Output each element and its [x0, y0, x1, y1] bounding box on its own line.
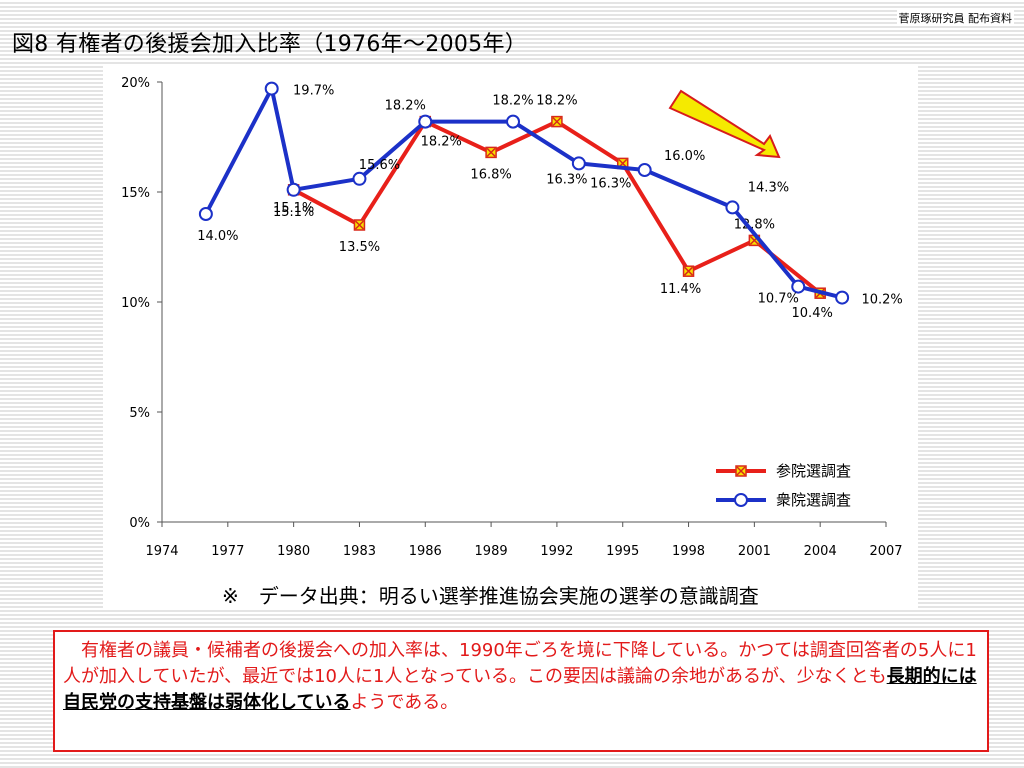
data-label: 16.8%	[470, 167, 511, 182]
x-tick-label: 1980	[277, 544, 310, 559]
explanation-emphasis: 長期的には自民党の支持基盤は弱体化している	[63, 666, 977, 713]
series-point-marker	[286, 182, 301, 197]
y-tick-label: 10%	[121, 296, 150, 311]
series-point-marker	[835, 290, 850, 305]
series-point-marker	[506, 114, 521, 129]
y-tick-label: 0%	[129, 516, 150, 531]
series-point-cross	[552, 117, 562, 127]
y-tick-label: 5%	[129, 406, 150, 421]
series-point-marker	[352, 171, 367, 186]
data-label: 16.0%	[664, 149, 705, 164]
data-label: 11.4%	[660, 282, 701, 297]
data-source-note: ※ データ出典：明るい選挙推進協会実施の選挙の意識調査	[222, 584, 759, 608]
series-point-marker	[791, 279, 806, 294]
legend-marker-cross	[736, 466, 746, 476]
line-chart: 0% 5% 10% 15% 20% 1974 1977 1980 1983 1986 1989 199…	[121, 76, 903, 559]
data-label: 16.3%	[590, 176, 631, 191]
series-point-marker	[637, 163, 652, 177]
explanation-box: 有権者の議員・候補者の後援会への加入率は、1990年ごろを境に下降している。かつ…	[53, 630, 989, 752]
x-tick-label: 1989	[475, 544, 508, 559]
data-label: 14.3%	[748, 180, 789, 195]
series-point-cross	[684, 266, 694, 276]
data-label: 10.2%	[861, 293, 902, 308]
series-point-marker	[418, 114, 433, 129]
chart-area: 0% 5% 10% 15% 20% 1974 1977 1980 1983 1986 1989 199…	[103, 66, 918, 608]
data-label: 10.4%	[792, 306, 833, 321]
data-label: 10.7%	[758, 292, 799, 307]
source-note: 菅原琢研究員 配布資料	[896, 10, 1014, 26]
series-point-cross	[486, 147, 496, 157]
x-tick-label: 2004	[804, 544, 837, 559]
data-label: 15.6%	[359, 158, 400, 173]
data-label: 13.5%	[339, 240, 380, 255]
x-tick-label: 1986	[409, 544, 442, 559]
data-label: 19.7%	[293, 84, 334, 99]
trend-arrow	[668, 89, 781, 159]
y-tick-label: 20%	[121, 76, 150, 91]
data-label: 15.1%	[273, 205, 314, 220]
data-label: 15.1%	[273, 201, 314, 216]
x-tick-label: 1995	[606, 544, 639, 559]
explanation-text: 有権者の議員・候補者の後援会への加入率は、1990年ごろを境に下降している。かつ…	[63, 640, 977, 687]
x-tick-label: 1977	[211, 544, 244, 559]
series-point-cross	[354, 220, 364, 230]
y-tick-label: 15%	[121, 186, 150, 201]
legend-label: 衆院選調査	[776, 491, 851, 509]
data-label: 16.3%	[546, 172, 587, 187]
series-point-marker	[571, 156, 586, 171]
x-tick-label: 1974	[145, 544, 178, 559]
x-tick-label: 1992	[540, 544, 573, 559]
x-tick-label: 2007	[869, 544, 902, 559]
x-tick-label: 2001	[738, 544, 771, 559]
data-label: 14.0%	[197, 229, 238, 244]
explanation-text-end: ようである。	[350, 692, 459, 713]
series-point-marker	[264, 81, 279, 96]
x-tick-label: 1998	[672, 544, 705, 559]
x-tick-label: 1983	[343, 544, 376, 559]
series-point-marker	[198, 207, 213, 221]
series-point-marker	[725, 200, 740, 215]
data-label: 18.2%	[421, 135, 462, 150]
data-label: 18.2%	[536, 94, 577, 109]
slide-title: 図8 有権者の後援会加入比率（1976年～2005年）	[12, 32, 528, 57]
data-label: 18.2%	[385, 99, 426, 114]
data-label: 18.2%	[492, 94, 533, 109]
legend-marker	[734, 493, 748, 507]
data-label: 12.8%	[734, 217, 775, 232]
legend-label: 参院選調査	[776, 462, 851, 480]
